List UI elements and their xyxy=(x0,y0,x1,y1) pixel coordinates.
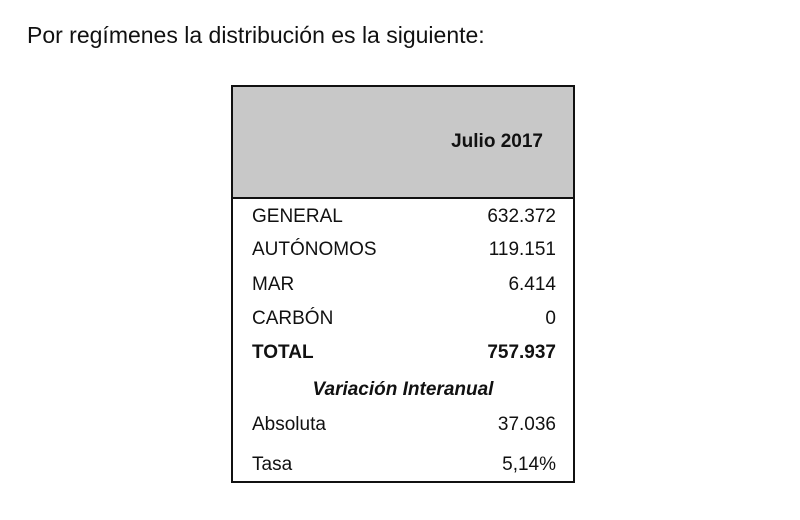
column-header: Julio 2017 xyxy=(451,131,543,152)
row-value: 6.414 xyxy=(508,274,556,295)
row-label: TOTAL xyxy=(252,342,314,363)
row-value: 119.151 xyxy=(488,239,556,260)
row-value: 757.937 xyxy=(487,342,556,363)
row-label: GENERAL xyxy=(252,206,343,227)
table-header: Julio 2017 xyxy=(233,87,573,199)
row-label: CARBÓN xyxy=(252,308,334,329)
row-value: 632.372 xyxy=(487,206,556,227)
row-label: AUTÓNOMOS xyxy=(252,239,377,260)
row-value: 5,14% xyxy=(502,454,556,475)
heading: Por regímenes la distribución es la sigu… xyxy=(27,22,485,48)
section-title: Variación Interanual xyxy=(312,379,494,400)
row-label: Absoluta xyxy=(252,414,326,435)
row-value: 0 xyxy=(545,308,556,329)
row-label: MAR xyxy=(252,274,295,295)
table: Julio 2017 Variación Interanual GENERAL 6… xyxy=(231,85,575,483)
row-value: 37.036 xyxy=(497,414,556,435)
row-label: Tasa xyxy=(252,454,293,475)
